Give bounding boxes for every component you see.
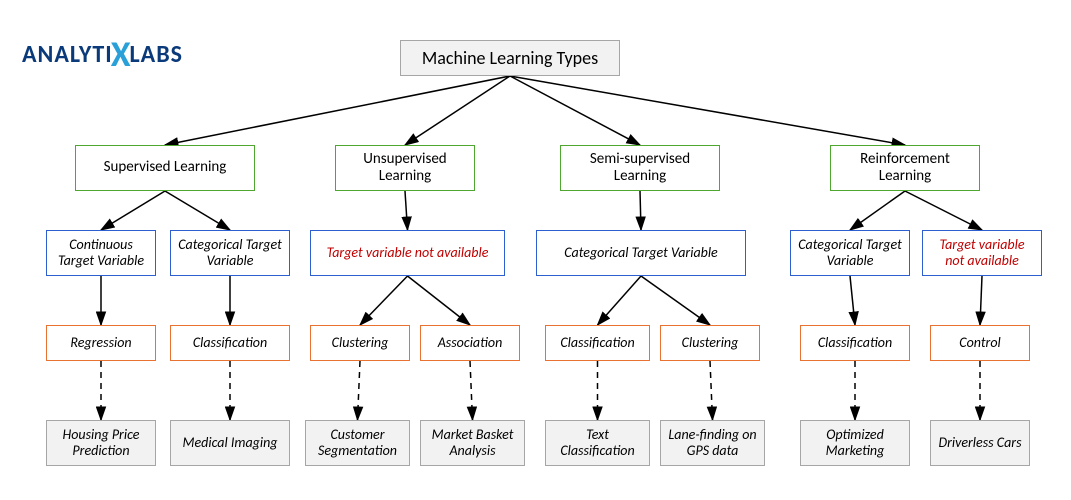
node-ex6: Lane-finding on GPS data (660, 420, 765, 466)
node-rein: Reinforcement Learning (830, 145, 980, 191)
edge-cat2-clu2 (641, 276, 710, 325)
node-reg: Regression (46, 325, 156, 361)
edge-cat2-cls2 (598, 276, 642, 325)
node-assoc: Association (420, 325, 520, 361)
node-cat2: Categorical Target Variable (536, 230, 746, 276)
node-ex2: Medical Imaging (170, 420, 290, 466)
node-cat1: Categorical Target Variable (170, 230, 290, 276)
edge-root-rein (510, 76, 905, 145)
edge-semi-cat2 (640, 191, 641, 230)
node-clu1: Clustering (310, 325, 410, 361)
edge-root-semi (510, 76, 640, 145)
node-unsup: Unsupervised Learning (335, 145, 475, 191)
node-cls1: Classification (170, 325, 290, 361)
node-ex8: Driverless Cars (930, 420, 1030, 466)
edge-root-unsup (405, 76, 510, 145)
logo-suffix: LABS (130, 40, 184, 69)
node-ctrl: Control (930, 325, 1030, 361)
node-cls2: Classification (545, 325, 650, 361)
edge-clu1-ex3 (358, 361, 361, 420)
node-cont: Continuous Target Variable (46, 230, 156, 276)
edge-assoc-ex4 (470, 361, 473, 420)
node-root: Machine Learning Types (400, 40, 620, 76)
node-sup: Supervised Learning (75, 145, 255, 191)
node-clu2: Clustering (660, 325, 760, 361)
node-ex4: Market Basket Analysis (420, 420, 525, 466)
logo-x: X (111, 32, 132, 76)
edge-unsup-tna1 (405, 191, 408, 230)
edge-tna1-assoc (408, 276, 471, 325)
edge-clu2-ex6 (710, 361, 713, 420)
brand-logo: ANALYTIXLABS (22, 28, 183, 72)
node-cls3: Classification (800, 325, 910, 361)
node-ex5: Text Classification (545, 420, 650, 466)
node-ex1: Housing Price Prediction (46, 420, 156, 466)
edge-sup-cat1 (165, 191, 230, 230)
edge-rein-tna2 (905, 191, 982, 230)
node-ex7: Optimized Marketing (800, 420, 910, 466)
node-tna2: Target variable not available (922, 230, 1042, 276)
logo-prefix: ANALYTI (22, 40, 113, 69)
node-semi: Semi-supervised Learning (560, 145, 720, 191)
edge-cat3-cls3 (850, 276, 855, 325)
edge-tna2-ctrl (980, 276, 982, 325)
edge-tna1-clu1 (360, 276, 408, 325)
node-ex3: Customer Segmentation (305, 420, 410, 466)
node-tna1: Target variable not available (310, 230, 505, 276)
node-cat3: Categorical Target Variable (790, 230, 910, 276)
edge-sup-cont (101, 191, 165, 230)
edge-root-sup (165, 76, 510, 145)
edge-rein-cat3 (850, 191, 905, 230)
